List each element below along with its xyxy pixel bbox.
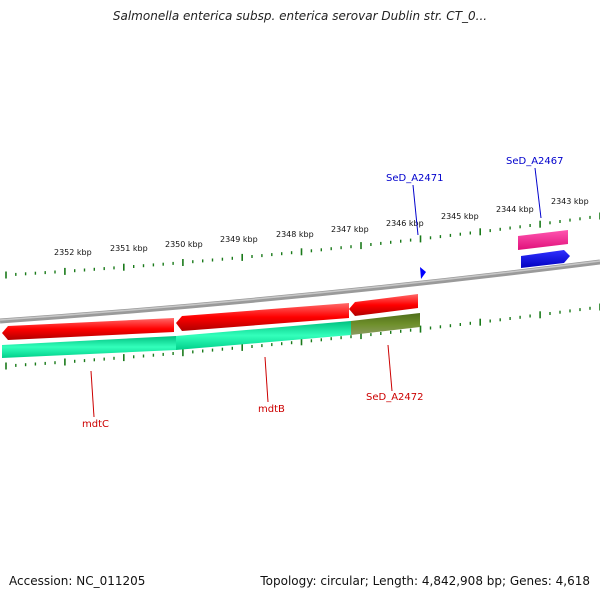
red-cds-row [2, 294, 418, 340]
scale-labels: 2352 kbp 2351 kbp 2350 kbp 2349 kbp 2348… [54, 197, 589, 257]
cds-bar-mdtC-green[interactable] [2, 336, 176, 358]
cds-bar-SeD_A2472-olive[interactable] [351, 313, 420, 335]
scale-label-2347: 2347 kbp [331, 225, 369, 234]
lower-scale-ticks [5, 303, 600, 370]
upper-scale-ticks [5, 212, 600, 279]
cds-arrow-SeD_A2472-red[interactable] [349, 294, 418, 316]
accession-text: Accession: NC_011205 [9, 574, 146, 588]
map-title: Salmonella enterica subsp. enterica sero… [112, 9, 488, 23]
green-cds-row [2, 313, 420, 358]
gene-label-SeD_A2471: SeD_A2471 [386, 173, 444, 184]
genome-backbone-highlight [0, 260, 600, 321]
scale-label-2343: 2343 kbp [551, 197, 589, 206]
scale-label-2346: 2346 kbp [386, 219, 424, 228]
scale-label-2352: 2352 kbp [54, 248, 92, 257]
leader-line-SeD_A2472 [387, 344, 393, 392]
scale-label-2345: 2345 kbp [441, 212, 479, 221]
leader-line-SeD_A2467 [534, 167, 542, 219]
scale-label-2350: 2350 kbp [165, 240, 203, 249]
leader-line-mdtB [264, 356, 269, 403]
leader-line-mdtC [90, 370, 95, 418]
scale-label-2348: 2348 kbp [276, 230, 314, 239]
SeD_A2467-pink-feature[interactable] [518, 230, 568, 250]
leader-line-SeD_A2471 [412, 184, 419, 236]
gene-label-SeD_A2467: SeD_A2467 [506, 156, 564, 167]
SeD_A2467-blue-arrow[interactable] [521, 250, 570, 268]
topology-summary-text: Topology: circular; Length: 4,842,908 bp… [260, 574, 590, 588]
gene-label-mdtC: mdtC [82, 419, 109, 430]
scale-label-2349: 2349 kbp [220, 235, 258, 244]
gene-label-mdtB: mdtB [258, 404, 285, 415]
genome-backbone [0, 259, 600, 324]
gene-label-SeD_A2472: SeD_A2472 [366, 392, 424, 403]
cds-arrow-mdtC-red[interactable] [2, 318, 174, 340]
scale-label-2344: 2344 kbp [496, 205, 534, 214]
scale-label-2351: 2351 kbp [110, 244, 148, 253]
cds-arrow-mdtB-red[interactable] [176, 303, 349, 331]
cds-bar-mdtB-green[interactable] [176, 321, 351, 350]
SeD_A2471-marker[interactable] [420, 267, 426, 279]
